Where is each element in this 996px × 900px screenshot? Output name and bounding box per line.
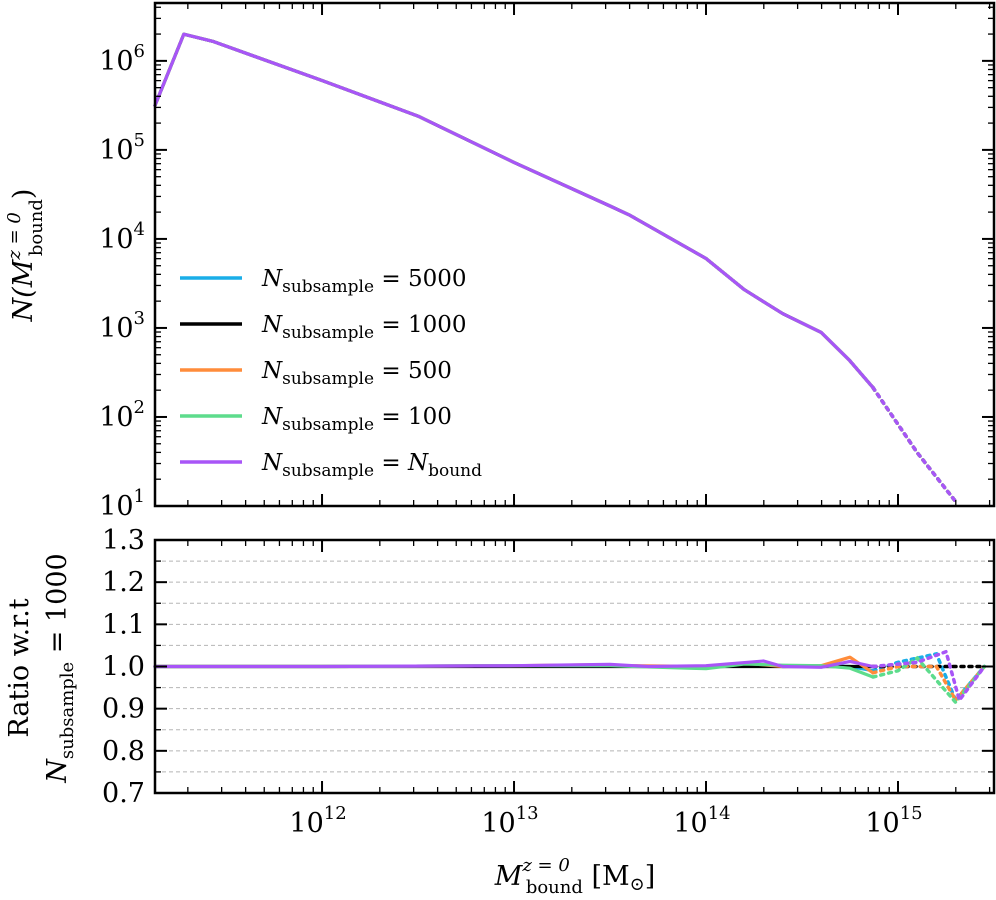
bottom-y-axis-label-line2-sub: subsample xyxy=(57,662,78,759)
legend-label-sub: subsample xyxy=(282,277,374,297)
legend-label-3: Nsubsample = 100 xyxy=(261,404,452,435)
legend-label-1: Nsubsample = 1000 xyxy=(261,312,466,343)
tick-base: 10 xyxy=(673,808,707,839)
bottom-y-axis-label-line1: Ratio w.r.t xyxy=(4,598,35,737)
tick-power: 6 xyxy=(134,41,145,62)
bottom-y-tick-label: 1.2 xyxy=(102,567,145,598)
series-line-dotted-4 xyxy=(871,649,987,705)
bottom-x-tick-label: 1012 xyxy=(289,803,346,839)
bottom-y-tick-label: 1.1 xyxy=(102,609,145,640)
tick-base: 10 xyxy=(99,135,133,166)
bottom-x-axis-label: Mz = 0 bound [M⊙] xyxy=(494,855,656,898)
legend-label-tail-sub: bound xyxy=(428,461,482,481)
legend-label-eq: = 5000 xyxy=(374,266,466,292)
tick-base: 10 xyxy=(99,224,133,255)
tick-power: 1 xyxy=(134,486,145,507)
legend-label-eq: = 500 xyxy=(374,358,452,384)
series-line-dotted-4 xyxy=(871,385,958,504)
tick-base: 10 xyxy=(865,808,899,839)
tick-base: 10 xyxy=(481,808,515,839)
legend-label-2: Nsubsample = 500 xyxy=(261,358,452,389)
tick-base: 10 xyxy=(99,46,133,77)
bottom-y-axis-label-line2-eq: = 1000 xyxy=(42,553,73,662)
x-axis-label-unit-sub: ⊙ xyxy=(630,874,645,895)
series-line-solid-4 xyxy=(153,659,875,669)
x-axis-label-main: M xyxy=(494,861,524,892)
bottom-panel-frame xyxy=(153,538,996,795)
bottom-y-axis-label-line2-main: N xyxy=(42,758,73,784)
legend-label-sub: subsample xyxy=(282,369,374,389)
top-series-group xyxy=(153,32,958,504)
series-line-solid-4 xyxy=(153,32,875,390)
bottom-x-tick-label: 1014 xyxy=(673,803,730,839)
top-y-axis-label: N(Mz = 0bound) xyxy=(4,189,47,323)
legend-label-prefix: N xyxy=(261,358,283,384)
tick-base: 10 xyxy=(289,808,323,839)
bottom-y-tick-label: 1.0 xyxy=(102,652,145,683)
x-axis-label-close: ] xyxy=(645,861,656,892)
legend-label-tail: N xyxy=(407,450,429,476)
bottom-y-tick-label: 0.7 xyxy=(102,778,145,809)
tick-base: 10 xyxy=(99,402,133,433)
legend-label-eq: = 100 xyxy=(374,404,452,430)
top-y-tick-label: 103 xyxy=(99,308,145,344)
tick-power: 12 xyxy=(324,803,347,824)
tick-power: 13 xyxy=(516,803,539,824)
legend-label-sub: subsample xyxy=(282,323,374,343)
x-axis-label-sub: bound xyxy=(526,877,583,898)
bottom-x-tick-labels: 1012 1013 1014 1015 xyxy=(289,803,922,839)
x-axis-label-unit: [M xyxy=(583,861,630,892)
legend-label-prefix: N xyxy=(261,312,283,338)
tick-power: 4 xyxy=(134,219,145,240)
bottom-y-axis-label-line2: Nsubsample = 1000 xyxy=(42,553,78,783)
top-y-tick-label: 105 xyxy=(99,130,145,166)
tick-base: 10 xyxy=(99,491,133,522)
tick-power: 2 xyxy=(134,397,145,418)
bottom-x-tick-label: 1013 xyxy=(481,803,538,839)
legend-label-eq: = 1000 xyxy=(374,312,466,338)
top-y-axis-label-sub: bound xyxy=(26,199,47,256)
top-y-axis-label-main: N(M xyxy=(8,258,39,322)
legend-label-eq: = xyxy=(374,450,408,476)
top-y-tick-label: 104 xyxy=(99,219,145,255)
tick-power: 3 xyxy=(134,308,145,329)
legend-label-0: Nsubsample = 5000 xyxy=(261,266,466,297)
legend-label-prefix: N xyxy=(261,450,283,476)
bottom-panel-ratio: 0.70.80.91.01.11.21.3 1012 1013 1014 1015 R… xyxy=(4,525,996,898)
bottom-y-tick-label: 0.9 xyxy=(102,694,145,725)
tick-power: 5 xyxy=(134,130,145,151)
legend-label-prefix: N xyxy=(261,266,283,292)
bottom-x-tick-label: 1015 xyxy=(865,803,922,839)
top-y-axis-label-sup: z = 0 xyxy=(4,212,25,260)
x-axis-label-sup: z = 0 xyxy=(521,855,569,876)
series-line-dotted-2 xyxy=(871,664,987,704)
bottom-y-tick-label: 1.3 xyxy=(102,525,145,556)
legend-label-sub: subsample xyxy=(282,415,374,435)
top-y-axis-label-close: ) xyxy=(8,189,39,200)
legend-label-sub: subsample xyxy=(282,461,374,481)
legend-label-4: Nsubsample = Nbound xyxy=(261,450,482,481)
legend-label-prefix: N xyxy=(261,404,283,430)
bottom-y-tick-label: 0.8 xyxy=(102,736,145,767)
top-y-tick-label: 101 xyxy=(99,486,145,522)
bottom-y-tick-labels: 0.7 0.8 0.9 1.0 1.1 1.2 1.3 xyxy=(102,525,145,809)
top-panel-frame xyxy=(153,1,996,508)
tick-power: 14 xyxy=(708,803,731,824)
bottom-series-group xyxy=(153,649,987,706)
top-y-tick-label: 102 xyxy=(99,397,145,433)
top-y-tick-label: 106 xyxy=(99,41,145,77)
tick-power: 15 xyxy=(900,803,923,824)
tick-base: 10 xyxy=(99,313,133,344)
